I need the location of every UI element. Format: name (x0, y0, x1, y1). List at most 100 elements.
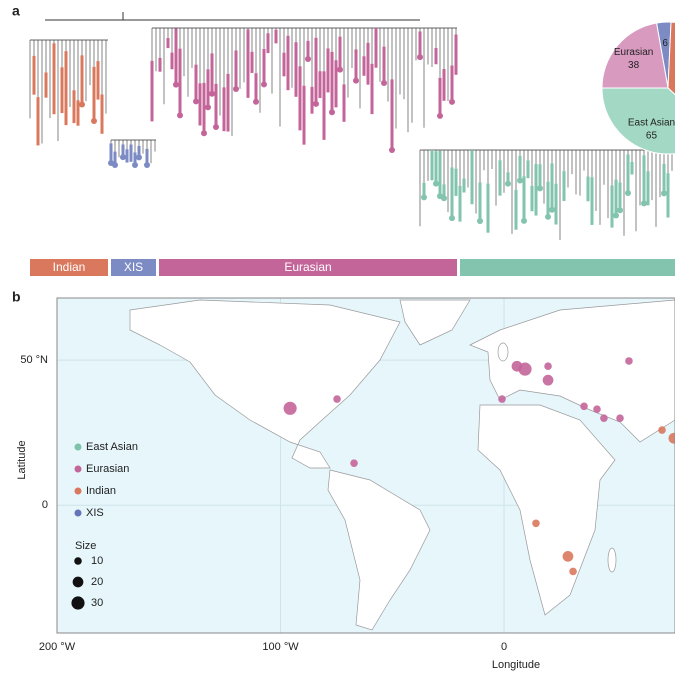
clade-bar: Indian XIS Eurasian (30, 259, 675, 276)
point (668, 432, 675, 444)
clade-label: XIS (124, 260, 143, 274)
y-tick-label: 0 (42, 499, 48, 511)
land (129, 299, 401, 469)
tree-tip-dot (549, 206, 555, 213)
point (350, 459, 358, 467)
point (625, 357, 633, 365)
legend-label: East Asian (86, 441, 138, 453)
tree-tip-dot (505, 180, 511, 187)
tree-tip-dot (112, 162, 118, 168)
map (56, 297, 675, 634)
tree-tip-dot (120, 154, 126, 161)
land (607, 547, 617, 573)
point (498, 395, 506, 403)
tree-tip-dot (329, 109, 335, 116)
point (580, 402, 588, 411)
size-legend-label: 30 (91, 597, 103, 609)
tree-tip-dot (625, 189, 631, 196)
size-legend-swatch (71, 596, 85, 610)
tree-tip-dot (253, 98, 259, 105)
tree-tip-dot (173, 81, 179, 88)
tree-tip-dot (449, 98, 455, 105)
y-tick-label: 50 °N (20, 354, 48, 366)
clade-segment (460, 259, 675, 276)
size-legend-label: 20 (91, 576, 103, 588)
tree-tip-dot (205, 104, 211, 111)
pie-value: 6 (662, 38, 668, 49)
y-axis-label: Latitude (16, 440, 28, 479)
tree-tip-dot (437, 112, 443, 119)
tree-tip-dot (517, 177, 523, 184)
tree-tip-dot (433, 180, 439, 187)
pie-value: 38 (628, 60, 640, 71)
tree-tip-dot (441, 195, 447, 202)
tree-tip-dot (233, 85, 239, 92)
legend-swatch (74, 487, 82, 495)
tree-tip-dot (201, 130, 207, 137)
pie-category: East Asian (628, 117, 675, 128)
tree-tip-dot (305, 56, 311, 63)
point (283, 401, 297, 415)
land (497, 342, 509, 362)
tree-tip-dot (353, 77, 359, 84)
tree-tip-dot (337, 66, 343, 73)
tree-tip-dot (313, 100, 319, 107)
tree-tip-dot (641, 200, 647, 207)
tree-tip-dot (136, 154, 142, 161)
tree-tip-dot (477, 218, 483, 225)
pie-slice (601, 87, 675, 155)
legend-label: Eurasian (86, 463, 129, 475)
point (569, 567, 577, 576)
land (477, 404, 616, 616)
x-tick-label: 0 (501, 641, 507, 653)
legend-label: XIS (86, 507, 104, 519)
legend-swatch (74, 509, 82, 517)
point (518, 362, 532, 376)
phylogenetic-tree (29, 12, 675, 240)
land (399, 299, 471, 346)
tree-tip-dot (661, 190, 667, 197)
tree-tip-dot (421, 194, 427, 201)
pie-slice (667, 21, 675, 96)
tree-tip-dot (209, 90, 215, 97)
point (616, 414, 624, 422)
tree-tip-dot (381, 80, 387, 87)
clade-segment (159, 259, 457, 276)
tree-tip-dot (213, 124, 219, 131)
tree-tip-dot (613, 212, 619, 219)
panel-label: a (12, 3, 20, 19)
tree-tip-dot (79, 101, 85, 108)
tree-tip-dot (417, 54, 423, 61)
point (542, 374, 554, 386)
tree-tip-dot (389, 147, 395, 153)
clade-segment (30, 259, 108, 276)
points (283, 357, 675, 576)
clade-label: Indian (53, 260, 86, 274)
size-legend-swatch (72, 576, 84, 588)
legend-swatch (74, 443, 82, 451)
x-tick-label: 200 °W (39, 641, 76, 653)
point (532, 519, 540, 528)
clade-label: Eurasian (284, 260, 331, 274)
tree-tip-dot (177, 112, 183, 119)
tree-tip-dot (193, 98, 199, 105)
point (544, 362, 552, 371)
x-axis-label: Longitude (492, 659, 540, 671)
point (562, 550, 574, 562)
size-legend-label: 10 (91, 555, 103, 567)
tree-tip-dot (617, 207, 623, 214)
point (333, 395, 341, 403)
point (600, 414, 608, 422)
tree-tip-dot (132, 162, 138, 168)
tree-tip-dot (91, 118, 97, 125)
size-legend-title: Size (75, 540, 96, 552)
tree-tip-dot (521, 217, 527, 224)
x-tick-label: 100 °W (262, 641, 299, 653)
tree-tip-dot (261, 81, 267, 88)
pie-category: Eurasian (614, 47, 653, 58)
point (593, 405, 601, 413)
clade-segment (111, 259, 156, 276)
map-frame (56, 297, 675, 634)
